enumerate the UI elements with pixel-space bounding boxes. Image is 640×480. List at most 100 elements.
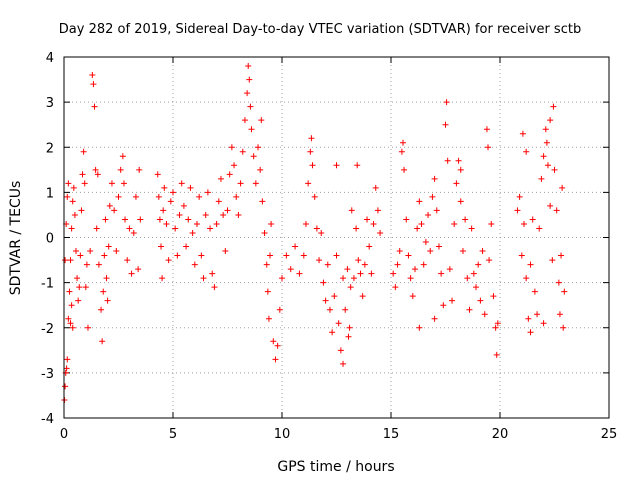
- data-point: [103, 275, 110, 282]
- data-point: [101, 252, 108, 259]
- data-point: [311, 193, 318, 200]
- data-point: [213, 220, 220, 227]
- data-point: [265, 315, 272, 322]
- data-point: [354, 162, 361, 169]
- data-point: [241, 117, 248, 124]
- data-point: [300, 252, 307, 259]
- data-point: [99, 338, 106, 345]
- data-point: [396, 248, 403, 255]
- data-point: [174, 252, 181, 259]
- data-point: [76, 284, 83, 291]
- data-point: [342, 306, 349, 313]
- data-point: [235, 211, 242, 218]
- y-axis-title: SDTVAR / TECUs: [8, 181, 24, 296]
- data-point: [226, 171, 233, 178]
- data-point: [108, 180, 115, 187]
- data-point: [529, 216, 536, 223]
- data-point: [486, 257, 493, 264]
- data-point: [117, 166, 124, 173]
- data-point: [215, 198, 222, 205]
- data-point: [493, 351, 500, 358]
- data-point: [374, 207, 381, 214]
- data-point: [259, 198, 266, 205]
- data-point: [490, 293, 497, 300]
- data-point: [245, 63, 252, 70]
- data-point: [155, 193, 162, 200]
- x-tick-label: 5: [169, 427, 177, 442]
- data-point: [122, 216, 129, 223]
- data-point: [287, 266, 294, 273]
- data-point: [272, 356, 279, 363]
- data-point: [130, 229, 137, 236]
- data-point: [176, 211, 183, 218]
- data-point: [167, 198, 174, 205]
- data-point: [98, 306, 105, 313]
- data-point: [71, 211, 78, 218]
- data-point: [347, 284, 354, 291]
- data-point: [485, 144, 492, 151]
- y-tick-label: 1: [46, 186, 54, 201]
- data-point: [180, 202, 187, 209]
- data-point: [204, 189, 211, 196]
- data-point: [525, 315, 532, 322]
- data-point: [560, 324, 567, 331]
- data-point: [279, 275, 285, 282]
- data-point: [172, 225, 179, 232]
- data-point: [492, 324, 499, 331]
- data-point: [324, 261, 331, 268]
- data-point: [296, 270, 303, 277]
- data-point: [64, 193, 71, 200]
- data-point: [405, 252, 412, 259]
- data-point: [440, 302, 447, 309]
- data-point: [357, 270, 364, 277]
- data-point: [237, 180, 244, 187]
- data-point: [62, 257, 69, 264]
- data-point: [350, 275, 357, 282]
- data-point: [132, 193, 139, 200]
- data-point: [136, 166, 143, 173]
- data-point: [416, 198, 423, 205]
- data-point: [368, 270, 375, 277]
- data-point: [422, 239, 429, 246]
- data-point: [83, 261, 90, 268]
- data-point: [185, 216, 192, 223]
- data-point: [449, 297, 456, 304]
- data-point: [401, 166, 408, 173]
- data-point: [416, 324, 423, 331]
- data-point: [220, 211, 227, 218]
- x-tick-label: 15: [383, 427, 400, 442]
- data-point: [558, 252, 565, 259]
- data-point: [75, 297, 82, 304]
- data-point: [527, 261, 534, 268]
- data-point: [274, 342, 281, 349]
- data-point: [466, 306, 473, 313]
- data-point: [191, 261, 198, 268]
- data-point: [252, 180, 259, 187]
- data-point: [538, 175, 545, 182]
- data-point: [514, 207, 521, 214]
- data-point: [159, 275, 166, 282]
- data-point: [67, 257, 74, 264]
- data-point: [267, 252, 274, 259]
- data-point: [337, 347, 344, 354]
- data-point: [170, 189, 176, 196]
- data-point: [442, 121, 449, 128]
- data-point: [62, 383, 69, 390]
- data-point: [329, 329, 336, 336]
- data-point: [309, 162, 316, 169]
- data-point: [483, 126, 490, 133]
- data-point: [318, 229, 325, 236]
- data-point: [527, 329, 534, 336]
- data-point: [187, 184, 194, 191]
- data-point: [100, 288, 107, 295]
- data-point: [65, 315, 72, 322]
- data-point: [124, 257, 131, 264]
- data-point: [113, 248, 120, 255]
- data-point: [443, 99, 450, 106]
- data-point: [90, 81, 97, 88]
- x-tick-label: 0: [60, 427, 68, 442]
- data-point: [255, 144, 262, 151]
- data-point: [87, 248, 94, 255]
- y-tick-label: -2: [41, 322, 54, 337]
